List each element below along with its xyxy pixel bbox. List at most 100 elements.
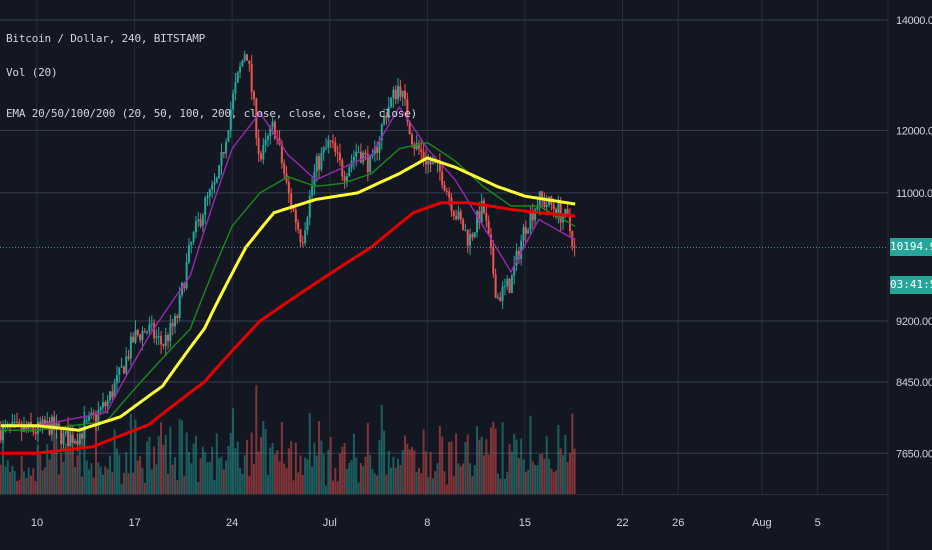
- volume-bar-123: [285, 467, 288, 494]
- candle-211: [489, 227, 492, 255]
- candle-199: [462, 217, 465, 231]
- candle-body: [187, 245, 190, 263]
- candle-body: [20, 423, 23, 432]
- candle-72: [167, 332, 170, 350]
- volume-bar-243: [564, 434, 567, 494]
- candle-body: [541, 191, 544, 199]
- volume-bar-155: [359, 463, 362, 494]
- volume-bar-82: [190, 463, 193, 494]
- candle-152: [352, 150, 355, 170]
- volume-bar-7: [16, 481, 19, 494]
- volume-bar-59: [136, 460, 139, 494]
- y-tick-label-4: 8450.00: [896, 377, 932, 389]
- candle-body: [241, 60, 244, 67]
- volume-bar-16: [36, 444, 39, 494]
- candle-body: [220, 152, 223, 166]
- candle-body: [336, 152, 339, 154]
- volume-bar-115: [266, 474, 269, 494]
- volume-bar-10: [22, 471, 25, 494]
- x-tick-label-3: Jul: [323, 517, 337, 529]
- candle-103: [239, 62, 242, 79]
- candle-body: [401, 90, 404, 97]
- volume-bar-207: [480, 436, 483, 494]
- candle-75: [174, 313, 177, 334]
- candle-body: [520, 240, 523, 260]
- candle-118: [273, 119, 276, 141]
- volume-bar-214: [496, 473, 499, 494]
- volume-bar-206: [478, 439, 481, 494]
- volume-bar-213: [494, 428, 497, 494]
- candle-189: [438, 153, 441, 181]
- candle-body: [192, 232, 195, 242]
- volume-bar-104: [241, 473, 244, 494]
- volume-bar-226: [524, 471, 527, 494]
- candle-140: [325, 137, 328, 151]
- candle-body: [113, 383, 116, 398]
- candle-body: [492, 247, 495, 275]
- candle-body: [78, 433, 81, 445]
- candle-77: [178, 286, 181, 322]
- volume-bar-26: [60, 452, 63, 494]
- candle-109: [252, 89, 255, 106]
- ema-50-line: [0, 141, 576, 431]
- candle-52: [120, 357, 123, 368]
- volume-bar-20: [46, 444, 49, 494]
- legend-volume[interactable]: Vol (20): [6, 66, 58, 79]
- volume-bar-51: [118, 454, 121, 494]
- candle-body: [141, 331, 144, 341]
- candle-body: [483, 200, 486, 213]
- candle-body: [376, 147, 379, 153]
- volume-bar-54: [125, 452, 128, 494]
- candle-219: [508, 277, 511, 294]
- candle-221: [513, 255, 516, 285]
- volume-bar-22: [50, 449, 53, 494]
- volume-bar-35: [81, 476, 84, 494]
- candle-body: [269, 126, 272, 137]
- candle-body: [487, 220, 490, 235]
- candle-body: [25, 425, 28, 429]
- volume-bar-157: [364, 456, 367, 494]
- legend-symbol[interactable]: Bitcoin / Dollar, 240, BITSTAMP: [6, 32, 206, 45]
- candle-body: [299, 229, 302, 243]
- candle-body: [478, 211, 481, 223]
- candle-body: [469, 234, 472, 246]
- candle-125: [290, 187, 293, 214]
- volume-bar-200: [464, 442, 467, 494]
- volume-bar-215: [499, 478, 502, 494]
- candle-body: [169, 322, 172, 342]
- candle-body: [501, 286, 504, 301]
- volume-bar-80: [185, 432, 188, 494]
- legend-ema[interactable]: EMA 20/50/100/200 (20, 50, 100, 200, clo…: [6, 107, 418, 120]
- candle-body: [153, 323, 156, 339]
- volume-bar-142: [329, 436, 332, 494]
- candle-body: [404, 90, 407, 100]
- candle-153: [355, 143, 358, 167]
- candle-body: [106, 400, 109, 407]
- candle-body: [206, 196, 209, 199]
- volume-bar-60: [139, 456, 142, 494]
- candle-body: [357, 151, 360, 153]
- candle-210: [487, 215, 490, 235]
- volume-bar-124: [287, 448, 290, 494]
- volume-bar-76: [176, 479, 179, 494]
- volume-bar-184: [427, 477, 430, 494]
- volume-bar-2: [4, 466, 7, 494]
- volume-bar-159: [369, 454, 372, 494]
- volume-bar-194: [450, 441, 453, 494]
- volume-bar-223: [517, 458, 520, 494]
- candle-body: [234, 82, 237, 94]
- volume-bar-112: [259, 437, 262, 494]
- candle-182: [422, 142, 425, 167]
- candle-body: [176, 315, 179, 318]
- candle-94: [218, 164, 221, 179]
- volume-bar-97: [225, 460, 228, 494]
- volume-bar-107: [248, 475, 251, 494]
- ema-200-line: [0, 201, 576, 455]
- volume-bar-27: [62, 462, 65, 494]
- candle-body: [148, 324, 151, 332]
- candle-body: [292, 207, 295, 210]
- candle-82: [190, 241, 193, 254]
- candle-body: [476, 211, 479, 233]
- candle-169: [392, 86, 395, 109]
